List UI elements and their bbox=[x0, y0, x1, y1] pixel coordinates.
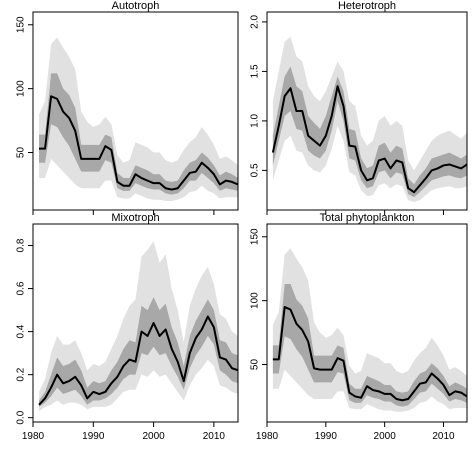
inner-interval-band bbox=[39, 73, 238, 195]
inner-interval-band bbox=[272, 66, 467, 198]
y-tick-label: 150 bbox=[16, 16, 27, 33]
inner-interval-band bbox=[39, 297, 238, 407]
y-tick-label: 50 bbox=[16, 147, 27, 159]
plot-frame bbox=[32, 223, 239, 423]
y-tick-label: 1.5 bbox=[250, 64, 261, 78]
panel-title: Autotroph bbox=[112, 0, 160, 12]
panel-total-phytoplankton: Total phytoplankton 50 100 150 1980 1990 2000 2… bbox=[250, 212, 468, 442]
plot-frame bbox=[266, 11, 468, 211]
x-tick-label: 1980 bbox=[256, 431, 279, 442]
y-tick-label: 100 bbox=[16, 80, 27, 97]
y-tick-label: 0.4 bbox=[16, 324, 27, 338]
y-tick-label: 0.2 bbox=[16, 367, 27, 381]
panel-autotroph: Autotroph 50 100 150 bbox=[16, 0, 239, 215]
y-tick-label: 0.5 bbox=[250, 163, 261, 177]
panel-title: Total phytoplankton bbox=[320, 212, 415, 224]
panel-heterotroph: Heterotroph 0.5 1.0 1.5 2.0 bbox=[250, 0, 468, 215]
y-tick-label: 0.8 bbox=[16, 238, 27, 252]
y-tick-label: 0.6 bbox=[16, 281, 27, 295]
panel-title: Mixotroph bbox=[111, 212, 159, 224]
panel-mixotroph: Mixotroph 0.0 0.2 0.4 0.6 0.8 1980 1990 2000 2010 bbox=[16, 212, 239, 442]
panel-title: Heterotroph bbox=[338, 0, 396, 12]
median-series-line bbox=[39, 95, 238, 191]
median-series-line bbox=[38, 315, 238, 406]
outer-interval-band bbox=[272, 36, 467, 203]
median-series-line bbox=[271, 85, 467, 194]
y-tick-label: 50 bbox=[250, 359, 261, 371]
plot-frame bbox=[266, 223, 468, 423]
x-tick-label: 1990 bbox=[82, 431, 105, 442]
x-tick-label: 2010 bbox=[432, 431, 455, 442]
x-tick-label: 2000 bbox=[142, 431, 165, 442]
y-tick-label: 150 bbox=[250, 228, 261, 245]
plot-frame bbox=[32, 11, 239, 211]
x-tick-label: 1990 bbox=[315, 431, 338, 442]
y-tick-label: 100 bbox=[250, 292, 261, 309]
x-tick-label: 2010 bbox=[203, 431, 226, 442]
y-tick-label: 0.0 bbox=[16, 410, 27, 424]
y-tick-label: 1.0 bbox=[250, 114, 261, 128]
y-tick-label: 2.0 bbox=[250, 15, 261, 29]
inner-interval-band bbox=[272, 284, 467, 407]
median-series-line bbox=[272, 306, 467, 402]
x-tick-label: 1980 bbox=[22, 431, 45, 442]
x-tick-label: 2000 bbox=[374, 431, 397, 442]
